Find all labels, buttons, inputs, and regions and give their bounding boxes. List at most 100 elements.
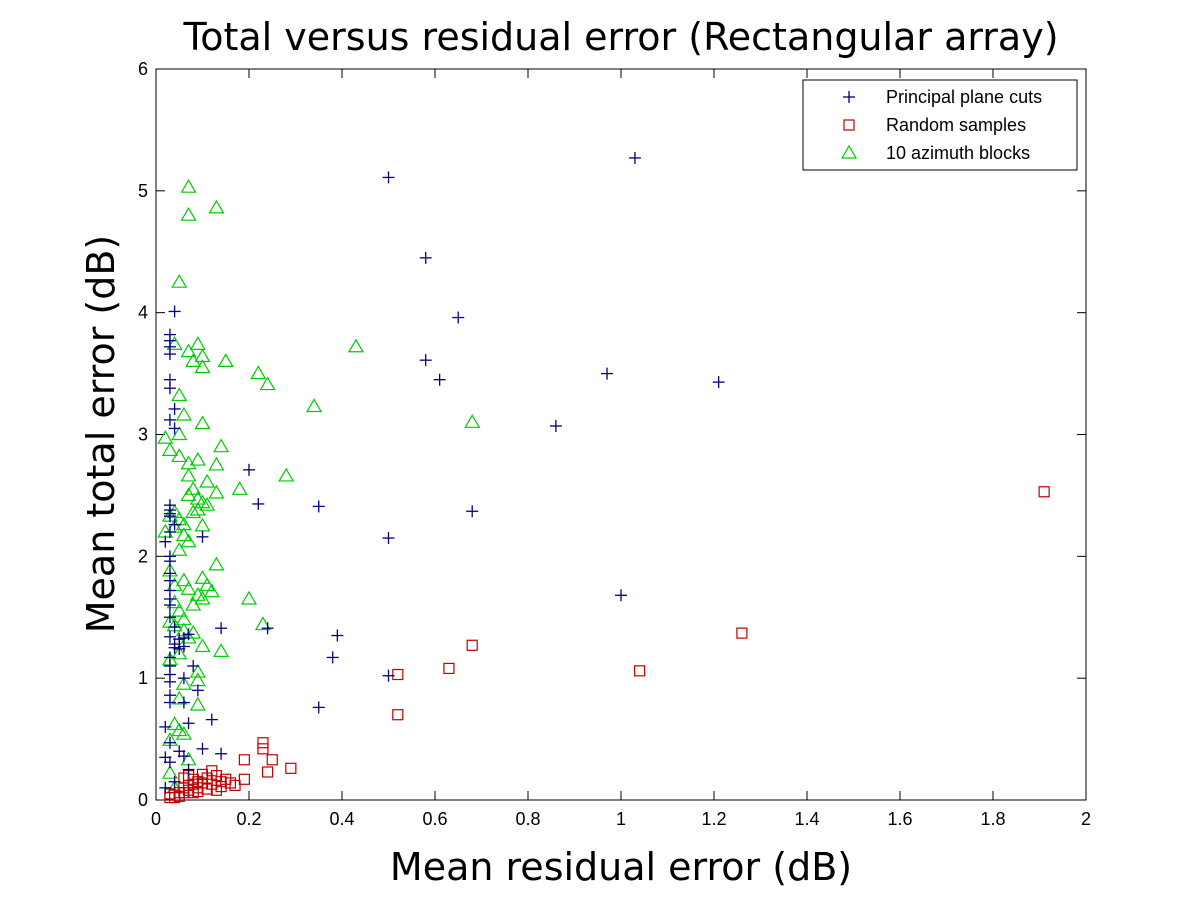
y-tick-label: 3 [138, 425, 148, 445]
chart-title: Total versus residual error (Rectangular… [182, 15, 1058, 59]
data-point-triangle [185, 353, 202, 367]
data-point-square [736, 627, 748, 639]
data-point-plus [168, 518, 181, 531]
data-point-triangle [157, 429, 174, 444]
data-point-triangle [259, 376, 276, 391]
data-point-plus [163, 756, 176, 769]
data-point-triangle [199, 577, 216, 592]
plot-area [155, 68, 1087, 801]
x-tick-label: 1.2 [701, 809, 726, 829]
legend-label: 10 azimuth blocks [886, 143, 1030, 163]
y-axis-label: Mean total error (dB) [79, 235, 123, 634]
data-point-square [1038, 486, 1050, 498]
data-point-triangle [199, 473, 216, 488]
data-point-plus [163, 611, 176, 624]
data-point-plus [163, 413, 176, 426]
data-point-plus [168, 775, 181, 788]
data-point-triangle [306, 398, 323, 413]
x-axis-label: Mean residual error (dB) [390, 845, 852, 889]
data-point-triangle [180, 533, 197, 548]
data-point-square [257, 737, 269, 749]
data-point-triangle [180, 487, 197, 502]
data-point-plus [382, 669, 395, 682]
data-point-plus [163, 736, 176, 749]
data-point-triangle [175, 406, 192, 421]
data-point-square [238, 754, 250, 766]
data-point-square [201, 783, 213, 795]
data-point-triangle [278, 467, 295, 482]
data-point-triangle [231, 481, 248, 495]
data-point-plus [191, 684, 204, 697]
data-point-plus [163, 630, 176, 643]
data-point-triangle [175, 527, 192, 542]
y-tick-label: 1 [138, 668, 148, 688]
data-point-plus [601, 367, 614, 380]
data-point-triangle [171, 602, 188, 617]
data-point-triangle [180, 581, 197, 595]
data-point-triangle [464, 414, 481, 428]
data-point-plus [712, 376, 725, 389]
data-point-plus [168, 620, 181, 633]
series-plus [159, 151, 725, 794]
data-point-triangle [208, 199, 225, 214]
data-point-plus [419, 354, 432, 367]
data-point-plus [177, 640, 190, 653]
data-point-triangle [161, 765, 178, 779]
data-point-triangle [185, 596, 202, 611]
data-point-plus [615, 589, 627, 602]
data-point-plus [466, 505, 479, 518]
data-point-plus [382, 171, 395, 184]
data-point-triangle [180, 343, 197, 358]
legend: Principal plane cuts Random samples 10 azi… [802, 79, 1078, 171]
data-point-triangle [208, 484, 225, 499]
legend-triangle-icon [840, 144, 858, 159]
data-point-square [466, 639, 478, 651]
x-tick-label: 0.4 [329, 809, 354, 829]
data-point-triangle [180, 467, 197, 482]
data-point-square [164, 788, 176, 800]
data-point-plus [177, 750, 190, 763]
data-point-triangle [347, 338, 364, 353]
data-point-triangle [194, 570, 211, 584]
data-point-triangle [250, 365, 267, 380]
legend-label: Principal plane cuts [886, 87, 1042, 107]
data-point-plus [261, 622, 274, 635]
series-square [164, 486, 1050, 804]
data-point-square [220, 773, 232, 785]
data-point-triangle [171, 274, 188, 288]
x-tick-label: 0 [151, 809, 161, 829]
data-point-plus [163, 555, 176, 568]
data-point-plus [312, 500, 325, 513]
data-point-plus [549, 419, 562, 432]
data-point-plus [331, 629, 344, 642]
data-point-square [238, 773, 250, 785]
data-point-square [229, 779, 241, 791]
legend-square-icon [843, 119, 855, 131]
y-tick-label: 6 [138, 59, 148, 79]
data-point-triangle [199, 496, 216, 511]
data-point-triangle [189, 696, 206, 711]
data-point-triangle [166, 716, 183, 731]
data-point-triangle [194, 638, 211, 653]
x-tick-label: 1.6 [887, 809, 912, 829]
data-point-triangle [171, 426, 188, 441]
data-point-plus [205, 713, 218, 726]
data-point-triangle [213, 438, 230, 453]
x-tick-label: 1.8 [980, 809, 1005, 829]
y-tick-label: 5 [138, 181, 148, 201]
data-point-triangle [171, 448, 188, 463]
data-point-triangle [208, 556, 225, 571]
data-point-triangle [161, 442, 178, 456]
data-point-triangle [240, 590, 258, 605]
data-point-triangle [213, 643, 230, 657]
data-point-plus [168, 422, 181, 435]
data-point-triangle [194, 590, 211, 605]
data-point-triangle [185, 481, 202, 495]
data-point-square [192, 785, 204, 798]
data-point-triangle [175, 676, 192, 690]
data-point-plus [215, 622, 228, 635]
data-point-triangle [166, 594, 183, 609]
data-point-plus [419, 251, 432, 264]
x-tick-label: 1.4 [794, 809, 819, 829]
